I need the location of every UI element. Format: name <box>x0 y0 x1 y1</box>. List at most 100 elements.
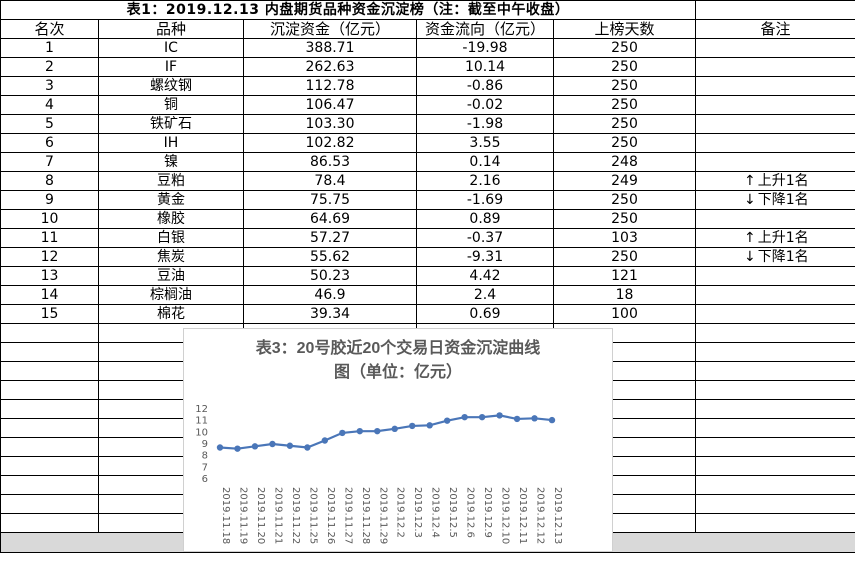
cell-note[interactable]: ↓ 下降1名 <box>695 190 855 210</box>
cell-note[interactable] <box>695 38 855 58</box>
cell-flow[interactable]: 0.89 <box>416 209 554 229</box>
cell-days[interactable]: 250 <box>552 209 697 229</box>
cell-note[interactable] <box>695 209 855 229</box>
empty-cell[interactable] <box>695 475 855 495</box>
empty-cell[interactable] <box>695 513 855 533</box>
empty-cell[interactable] <box>0 342 99 362</box>
cell-days[interactable]: 18 <box>552 285 697 305</box>
cell-name[interactable]: IH <box>98 133 244 153</box>
cell-note[interactable]: ↑ 上升1名 <box>695 171 855 191</box>
cell-days[interactable]: 249 <box>552 171 697 191</box>
cell-rank[interactable]: 7 <box>0 152 99 172</box>
cell-name[interactable]: 豆油 <box>98 266 244 286</box>
cell-days[interactable]: 121 <box>552 266 697 286</box>
cell-note[interactable] <box>695 57 855 77</box>
cell-days[interactable]: 248 <box>552 152 697 172</box>
cell-note[interactable] <box>695 133 855 153</box>
empty-cell[interactable] <box>0 323 99 343</box>
cell-name[interactable]: 黄金 <box>98 190 244 210</box>
cell-rank[interactable]: 5 <box>0 114 99 134</box>
cell-flow[interactable]: -0.37 <box>416 228 554 248</box>
cell-days[interactable]: 250 <box>552 247 697 267</box>
cell-flow[interactable]: -1.98 <box>416 114 554 134</box>
cell-rank[interactable]: 15 <box>0 304 99 324</box>
cell-fund[interactable]: 64.69 <box>243 209 417 229</box>
empty-cell[interactable] <box>0 380 99 400</box>
cell-fund[interactable]: 39.34 <box>243 304 417 324</box>
empty-cell[interactable] <box>695 418 855 438</box>
cell-name[interactable]: 螺纹钢 <box>98 76 244 96</box>
cell-note[interactable]: ↑ 上升1名 <box>695 228 855 248</box>
cell-rank[interactable]: 10 <box>0 209 99 229</box>
cell-name[interactable]: 镍 <box>98 152 244 172</box>
cell-rank[interactable]: 8 <box>0 171 99 191</box>
cell-note[interactable] <box>695 266 855 286</box>
empty-cell[interactable] <box>695 0 855 20</box>
cell-days[interactable]: 250 <box>552 95 697 115</box>
cell-fund[interactable]: 55.62 <box>243 247 417 267</box>
empty-cell[interactable] <box>695 380 855 400</box>
cell-name[interactable]: 棉花 <box>98 304 244 324</box>
cell-name[interactable]: 铜 <box>98 95 244 115</box>
cell-fund[interactable]: 102.82 <box>243 133 417 153</box>
cell-name[interactable]: 焦炭 <box>98 247 244 267</box>
cell-fund[interactable]: 50.23 <box>243 266 417 286</box>
cell-flow[interactable]: 0.14 <box>416 152 554 172</box>
cell-flow[interactable]: -1.69 <box>416 190 554 210</box>
cell-flow[interactable]: 2.4 <box>416 285 554 305</box>
empty-cell[interactable] <box>695 437 855 457</box>
cell-fund[interactable]: 106.47 <box>243 95 417 115</box>
empty-cell[interactable] <box>0 437 99 457</box>
cell-days[interactable]: 100 <box>552 304 697 324</box>
cell-name[interactable]: 豆粕 <box>98 171 244 191</box>
cell-name[interactable]: 橡胶 <box>98 209 244 229</box>
cell-name[interactable]: 棕榈油 <box>98 285 244 305</box>
cell-fund[interactable]: 86.53 <box>243 152 417 172</box>
cell-fund[interactable]: 75.75 <box>243 190 417 210</box>
empty-cell[interactable] <box>0 513 99 533</box>
cell-days[interactable]: 250 <box>552 190 697 210</box>
empty-cell[interactable] <box>0 399 99 419</box>
cell-name[interactable]: IF <box>98 57 244 77</box>
cell-fund[interactable]: 78.4 <box>243 171 417 191</box>
cell-note[interactable] <box>695 76 855 96</box>
cell-rank[interactable]: 11 <box>0 228 99 248</box>
cell-rank[interactable]: 4 <box>0 95 99 115</box>
cell-note[interactable] <box>695 285 855 305</box>
empty-cell[interactable] <box>695 361 855 381</box>
empty-cell[interactable] <box>0 456 99 476</box>
cell-flow[interactable]: 0.69 <box>416 304 554 324</box>
cell-flow[interactable]: 3.55 <box>416 133 554 153</box>
cell-rank[interactable]: 14 <box>0 285 99 305</box>
cell-fund[interactable]: 103.30 <box>243 114 417 134</box>
cell-flow[interactable]: -0.86 <box>416 76 554 96</box>
cell-rank[interactable]: 9 <box>0 190 99 210</box>
cell-name[interactable]: IC <box>98 38 244 58</box>
cell-rank[interactable]: 2 <box>0 57 99 77</box>
empty-cell[interactable] <box>0 475 99 495</box>
cell-flow[interactable]: 2.16 <box>416 171 554 191</box>
cell-days[interactable]: 250 <box>552 76 697 96</box>
cell-note[interactable] <box>695 152 855 172</box>
cell-rank[interactable]: 3 <box>0 76 99 96</box>
cell-rank[interactable]: 12 <box>0 247 99 267</box>
cell-rank[interactable]: 6 <box>0 133 99 153</box>
empty-cell[interactable] <box>695 456 855 476</box>
empty-cell[interactable] <box>0 494 99 514</box>
cell-name[interactable]: 铁矿石 <box>98 114 244 134</box>
cell-fund[interactable]: 57.27 <box>243 228 417 248</box>
cell-rank[interactable]: 1 <box>0 38 99 58</box>
cell-note[interactable] <box>695 95 855 115</box>
empty-cell[interactable] <box>695 399 855 419</box>
empty-cell[interactable] <box>0 361 99 381</box>
cell-flow[interactable]: -0.02 <box>416 95 554 115</box>
cell-days[interactable]: 103 <box>552 228 697 248</box>
cell-flow[interactable]: 10.14 <box>416 57 554 77</box>
cell-days[interactable]: 250 <box>552 57 697 77</box>
empty-cell[interactable] <box>695 323 855 343</box>
cell-note[interactable]: ↓ 下降1名 <box>695 247 855 267</box>
cell-fund[interactable]: 112.78 <box>243 76 417 96</box>
cell-note[interactable] <box>695 304 855 324</box>
cell-days[interactable]: 250 <box>552 114 697 134</box>
empty-cell[interactable] <box>695 342 855 362</box>
